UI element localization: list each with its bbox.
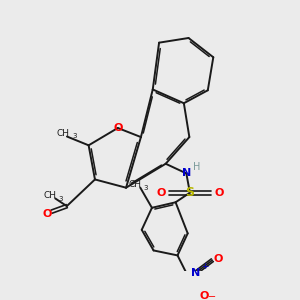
Text: CH: CH: [56, 129, 69, 138]
Text: O: O: [43, 209, 52, 219]
Text: N: N: [182, 168, 191, 178]
Text: H: H: [193, 162, 200, 172]
Text: O: O: [156, 188, 166, 198]
Text: S: S: [185, 186, 194, 199]
Text: 3: 3: [72, 133, 76, 139]
Text: N: N: [191, 268, 200, 278]
Text: O: O: [213, 254, 223, 264]
Text: +: +: [201, 262, 208, 271]
Text: CH: CH: [129, 180, 142, 189]
Text: CH: CH: [43, 191, 56, 200]
Text: 3: 3: [143, 184, 148, 190]
Text: 3: 3: [58, 196, 62, 202]
Text: O: O: [214, 188, 224, 198]
Text: −: −: [208, 292, 216, 300]
Text: O: O: [113, 123, 122, 133]
Text: O: O: [200, 291, 209, 300]
